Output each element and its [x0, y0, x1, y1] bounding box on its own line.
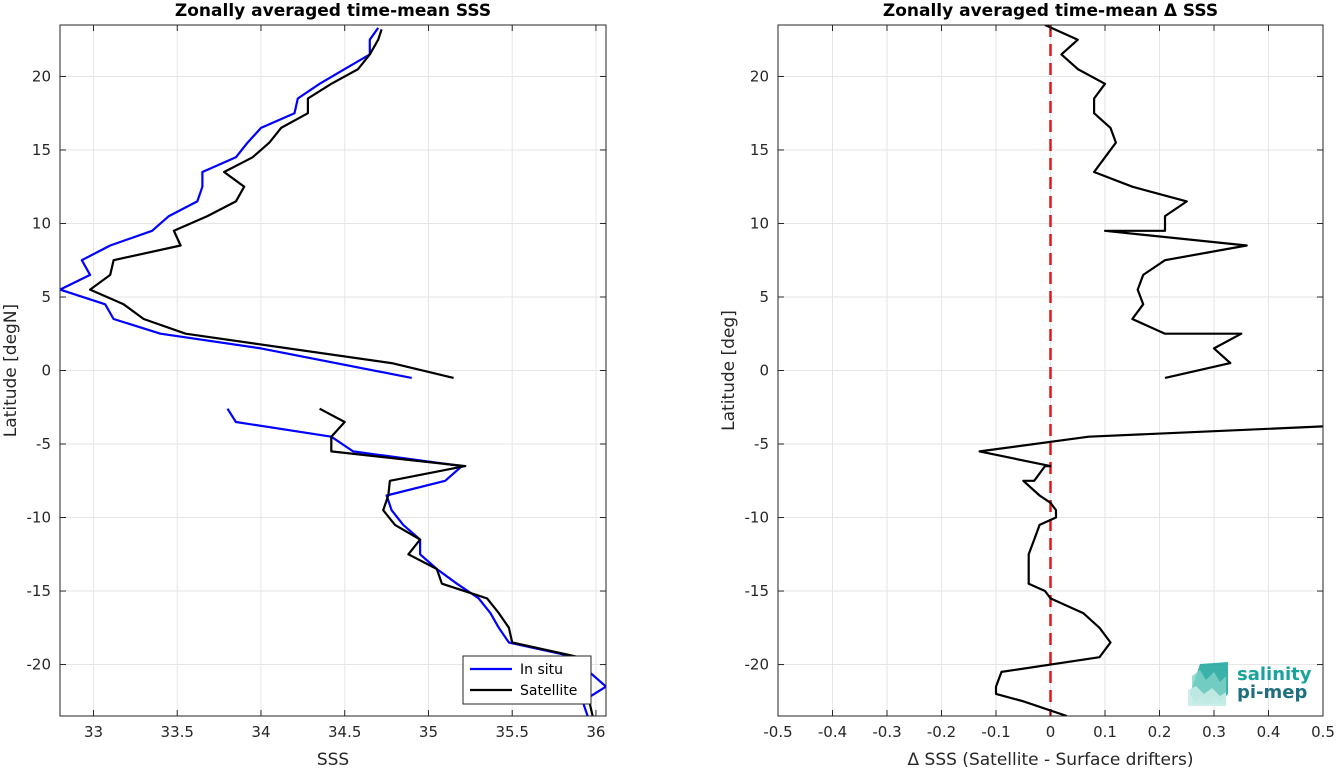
left-y-tick-label: -10: [27, 509, 52, 527]
left-ticks: 33 33.5 34 34.5 35 35.5 36 20 15 10 5 0 -5 -10 -15 -20: [27, 25, 606, 741]
legend-box: [462, 655, 592, 705]
right-x-tick-label: 0.1: [1093, 723, 1117, 741]
left-y-tick-label: -5: [36, 435, 51, 453]
right-x-axis-label: Δ SSS (Satellite - Surface drifters): [908, 750, 1194, 769]
right-y-tick-label: -15: [745, 582, 770, 600]
right-x-tick-label: 0.5: [1311, 723, 1335, 741]
left-x-tick-label: 35.5: [496, 723, 529, 741]
left-x-axis-label: SSS: [317, 750, 349, 769]
right-y-tick-label: 15: [750, 141, 769, 159]
left-y-tick-label: -20: [27, 656, 52, 674]
right-ticks: -0.5 -0.4 -0.3 -0.2 -0.1 0 0.1 0.2 0.3 0.4 0.5 20 15…: [745, 25, 1335, 741]
right-x-tick-label: 0.3: [1202, 723, 1226, 741]
salinity-pi-mep-logo: salinity pi-mep: [1188, 662, 1312, 706]
left-x-tick-label: 33: [84, 723, 103, 741]
left-y-tick-label: -15: [27, 582, 52, 600]
right-y-tick-label: -5: [754, 435, 769, 453]
right-y-tick-label: 20: [750, 67, 769, 85]
left-y-tick-label: 5: [41, 288, 51, 306]
right-y-tick-label: -20: [745, 656, 770, 674]
logo-pi-mep-text: pi-mep: [1237, 682, 1307, 703]
logo-salinity-text: salinity: [1237, 664, 1312, 685]
satellite-series-line: [88, 29, 454, 379]
right-x-tick-label: -0.2: [927, 723, 956, 741]
in-situ-series-line: [60, 27, 412, 379]
left-y-tick-label: 0: [41, 362, 51, 380]
right-x-tick-label: -0.4: [818, 723, 847, 741]
left-chart-title: Zonally averaged time-mean SSS: [175, 1, 491, 21]
legend-in-situ-label: In situ: [520, 662, 563, 678]
delta-sss-series-line: [978, 425, 1323, 716]
left-x-tick-label: 33.5: [161, 723, 194, 741]
right-y-tick-label: -10: [745, 509, 770, 527]
right-x-tick-label: -0.3: [872, 723, 901, 741]
legend-satellite-label: Satellite: [520, 683, 577, 699]
left-y-tick-label: 10: [32, 214, 51, 232]
right-lines: [978, 25, 1323, 716]
right-y-axis-label: Latitude [deg]: [719, 310, 739, 431]
right-x-tick-label: 0.2: [1148, 723, 1172, 741]
left-y-tick-label: 15: [32, 141, 51, 159]
left-y-tick-label: 20: [32, 67, 51, 85]
left-x-tick-label: 34.5: [328, 723, 361, 741]
left-grid: [60, 25, 606, 716]
left-x-tick-label: 35: [419, 723, 438, 741]
delta-sss-series-line: [1044, 25, 1248, 379]
left-panel: 33 33.5 34 34.5 35 35.5 3620151050-5-10-15-20 …: [1, 1, 607, 769]
right-y-tick-label: 0: [759, 362, 769, 380]
wave-logo-icon: [1188, 662, 1228, 706]
right-x-tick-label: -0.5: [763, 723, 792, 741]
right-chart-title: Zonally averaged time-mean Δ SSS: [883, 1, 1218, 21]
right-y-tick-label: 10: [750, 214, 769, 232]
right-x-tick-label: 0: [1046, 723, 1056, 741]
legend: In situ Satellite: [462, 655, 592, 705]
left-x-tick-label: 36: [586, 723, 605, 741]
left-x-tick-label: 34: [251, 723, 270, 741]
right-x-tick-label: 0.4: [1257, 723, 1281, 741]
left-lines: [60, 27, 606, 716]
right-x-tick-label: -0.1: [981, 723, 1010, 741]
right-panel: -0.5 -0.4 -0.3 -0.2 -0.1 0 0.1 0.2 0.3 0.4 0.5 20 15…: [719, 1, 1335, 769]
right-y-tick-label: 5: [759, 288, 769, 306]
left-y-axis-label: Latitude [degN]: [1, 304, 21, 437]
